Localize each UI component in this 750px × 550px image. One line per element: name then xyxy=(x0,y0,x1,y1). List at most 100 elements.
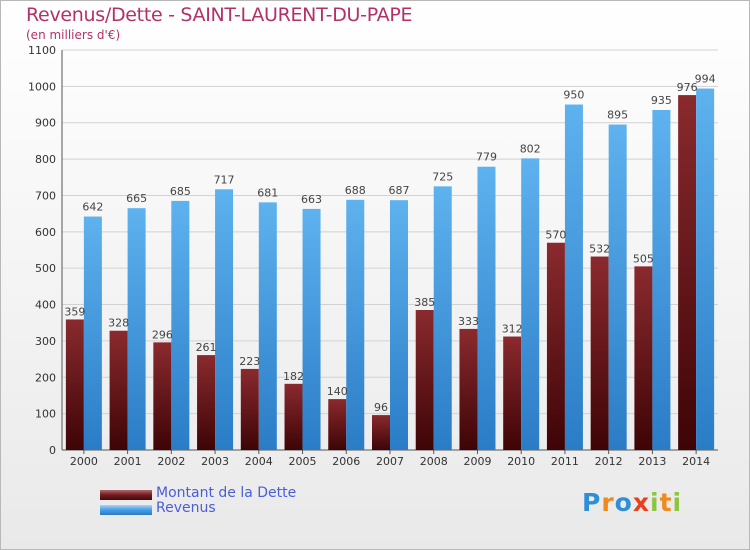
bar-revenus-2008 xyxy=(433,186,452,450)
data-label-dette-2002: 296 xyxy=(152,328,173,341)
data-label-dette-2011: 570 xyxy=(545,229,566,242)
x-tick-label: 2001 xyxy=(114,455,142,468)
bar-dette-2001 xyxy=(109,330,128,450)
legend-label-revenus: Revenus xyxy=(156,500,216,516)
data-label-revenus-2006: 688 xyxy=(345,184,366,197)
bar-revenus-2009 xyxy=(477,166,496,450)
chart-subtitle: (en milliers d'€) xyxy=(26,28,121,42)
data-label-revenus-2007: 687 xyxy=(389,184,410,197)
data-label-revenus-2012: 895 xyxy=(607,109,628,122)
bar-revenus-2003 xyxy=(215,189,234,451)
x-tick-label: 2010 xyxy=(507,455,535,468)
legend-swatch-revenus xyxy=(100,505,152,515)
data-label-revenus-2000: 642 xyxy=(82,201,103,214)
x-tick-label: 2002 xyxy=(157,455,185,468)
x-tick-label: 2011 xyxy=(551,455,579,468)
data-label-dette-2013: 505 xyxy=(633,252,654,265)
logo-letter: i xyxy=(650,488,660,517)
x-tick-label: 2009 xyxy=(463,455,491,468)
bar-dette-2005 xyxy=(284,383,303,450)
bar-revenus-2010 xyxy=(521,158,540,450)
y-tick-label: 100 xyxy=(35,408,56,421)
data-label-revenus-2011: 950 xyxy=(563,89,584,102)
bar-dette-2009 xyxy=(459,328,478,450)
data-label-dette-2007: 96 xyxy=(374,401,388,414)
y-tick-label: 500 xyxy=(35,262,56,275)
data-label-revenus-2010: 802 xyxy=(520,142,541,155)
bar-dette-2003 xyxy=(197,355,216,450)
bar-revenus-2004 xyxy=(258,202,277,450)
bar-revenus-2014 xyxy=(696,88,715,450)
y-tick-label: 600 xyxy=(35,226,56,239)
legend-swatch-dette xyxy=(100,490,152,500)
data-label-dette-2003: 261 xyxy=(196,341,217,354)
x-tick-label: 2000 xyxy=(70,455,98,468)
y-tick-label: 200 xyxy=(35,371,56,384)
bar-revenus-2005 xyxy=(302,208,321,450)
y-tick-label: 800 xyxy=(35,153,56,166)
bar-dette-2002 xyxy=(153,342,172,450)
y-tick-label: 0 xyxy=(49,444,56,457)
y-tick-label: 1100 xyxy=(28,44,56,57)
bar-revenus-2013 xyxy=(652,110,671,450)
bar-revenus-2007 xyxy=(390,200,408,450)
x-tick-label: 2003 xyxy=(201,455,229,468)
logo-letter: t xyxy=(659,488,673,517)
x-tick-label: 2014 xyxy=(682,455,710,468)
bar-dette-2008 xyxy=(415,310,434,450)
data-label-revenus-2014: 994 xyxy=(695,73,716,86)
data-label-dette-2006: 140 xyxy=(327,385,348,398)
y-tick-label: 1000 xyxy=(28,80,56,93)
data-label-dette-2004: 223 xyxy=(239,355,260,368)
logo-letter: i xyxy=(672,488,683,517)
bar-dette-2012 xyxy=(590,256,609,450)
proxiti-logo: Proxiti xyxy=(582,488,682,517)
data-label-dette-2012: 532 xyxy=(589,243,610,256)
logo-letter: x xyxy=(632,488,650,517)
bar-revenus-2000 xyxy=(83,216,102,450)
x-tick-label: 2007 xyxy=(376,455,404,468)
x-tick-label: 2004 xyxy=(245,455,273,468)
x-tick-label: 2008 xyxy=(420,455,448,468)
data-label-dette-2001: 328 xyxy=(108,317,129,330)
data-label-revenus-2002: 685 xyxy=(170,185,191,198)
logo-letter: o xyxy=(614,488,633,517)
y-tick-label: 900 xyxy=(35,117,56,130)
bar-revenus-2001 xyxy=(127,208,146,450)
y-tick-label: 300 xyxy=(35,335,56,348)
data-label-revenus-2001: 665 xyxy=(126,192,147,205)
bar-dette-2000 xyxy=(65,319,84,450)
x-tick-label: 2013 xyxy=(638,455,666,468)
data-label-revenus-2013: 935 xyxy=(651,94,672,107)
y-tick-label: 400 xyxy=(35,299,56,312)
data-label-dette-2008: 385 xyxy=(414,296,435,309)
data-label-revenus-2005: 663 xyxy=(301,193,322,206)
data-label-revenus-2009: 779 xyxy=(476,151,497,164)
bar-dette-2010 xyxy=(503,336,522,450)
data-label-revenus-2008: 725 xyxy=(432,170,453,183)
x-tick-label: 2006 xyxy=(332,455,360,468)
chart-title: Revenus/Dette - SAINT-LAURENT-DU-PAPE xyxy=(26,4,413,26)
bar-revenus-2012 xyxy=(608,124,627,450)
data-label-revenus-2003: 717 xyxy=(214,173,235,186)
legend-label-dette: Montant de la Dette xyxy=(156,485,297,501)
data-label-dette-2005: 182 xyxy=(283,370,304,383)
logo-letter: r xyxy=(601,488,615,517)
y-tick-label: 700 xyxy=(35,189,56,202)
data-label-dette-2009: 333 xyxy=(458,315,479,328)
bar-dette-2004 xyxy=(240,368,259,450)
bar-revenus-2002 xyxy=(171,200,190,450)
bar-dette-2006 xyxy=(328,399,347,450)
bar-dette-2014 xyxy=(678,95,697,450)
bar-revenus-2006 xyxy=(346,199,365,450)
bar-dette-2007 xyxy=(372,415,390,450)
x-tick-label: 2005 xyxy=(289,455,317,468)
logo-letter: P xyxy=(582,488,602,517)
bar-dette-2013 xyxy=(634,266,653,450)
bar-revenus-2011 xyxy=(564,104,583,450)
bar-dette-2011 xyxy=(546,242,565,450)
data-label-dette-2014: 976 xyxy=(677,81,698,94)
data-label-revenus-2004: 681 xyxy=(257,186,278,199)
data-label-dette-2000: 359 xyxy=(64,305,85,318)
